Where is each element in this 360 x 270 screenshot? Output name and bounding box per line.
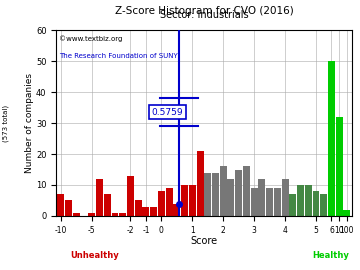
Text: (573 total): (573 total) [3, 104, 9, 142]
Bar [158, 191, 165, 216]
Bar [150, 207, 157, 216]
Bar [104, 194, 111, 216]
Text: 0.5759: 0.5759 [152, 108, 183, 117]
Bar [251, 188, 258, 216]
Bar [305, 185, 312, 216]
Y-axis label: Number of companies: Number of companies [26, 73, 35, 173]
Bar [228, 179, 234, 216]
Bar [258, 179, 265, 216]
Bar [96, 179, 103, 216]
Bar [73, 213, 80, 216]
Bar [320, 194, 327, 216]
Bar [204, 173, 211, 216]
Bar [243, 166, 250, 216]
Bar [220, 166, 227, 216]
Text: ©www.textbiz.org: ©www.textbiz.org [59, 36, 122, 42]
Bar [336, 117, 343, 216]
Bar [312, 191, 319, 216]
Bar [143, 207, 149, 216]
Text: Sector: Industrials: Sector: Industrials [159, 10, 248, 20]
Bar [297, 185, 304, 216]
Text: Healthy: Healthy [312, 251, 349, 260]
Bar [119, 213, 126, 216]
Bar [181, 185, 188, 216]
Bar [135, 200, 142, 216]
Bar [282, 179, 289, 216]
Title: Z-Score Histogram for CVO (2016): Z-Score Histogram for CVO (2016) [114, 6, 293, 16]
Text: The Research Foundation of SUNY: The Research Foundation of SUNY [59, 52, 178, 59]
Bar [212, 173, 219, 216]
Bar [127, 176, 134, 216]
Bar [328, 61, 335, 216]
Bar [235, 170, 242, 216]
Bar [112, 213, 118, 216]
Bar [289, 194, 296, 216]
Bar [65, 200, 72, 216]
Bar [57, 194, 64, 216]
Bar [189, 185, 196, 216]
Bar [274, 188, 281, 216]
Bar [266, 188, 273, 216]
Bar [343, 210, 350, 216]
Bar [88, 213, 95, 216]
Text: Unhealthy: Unhealthy [70, 251, 119, 260]
X-axis label: Score: Score [190, 236, 217, 246]
Bar [174, 204, 180, 216]
Bar [166, 188, 172, 216]
Bar [197, 151, 203, 216]
